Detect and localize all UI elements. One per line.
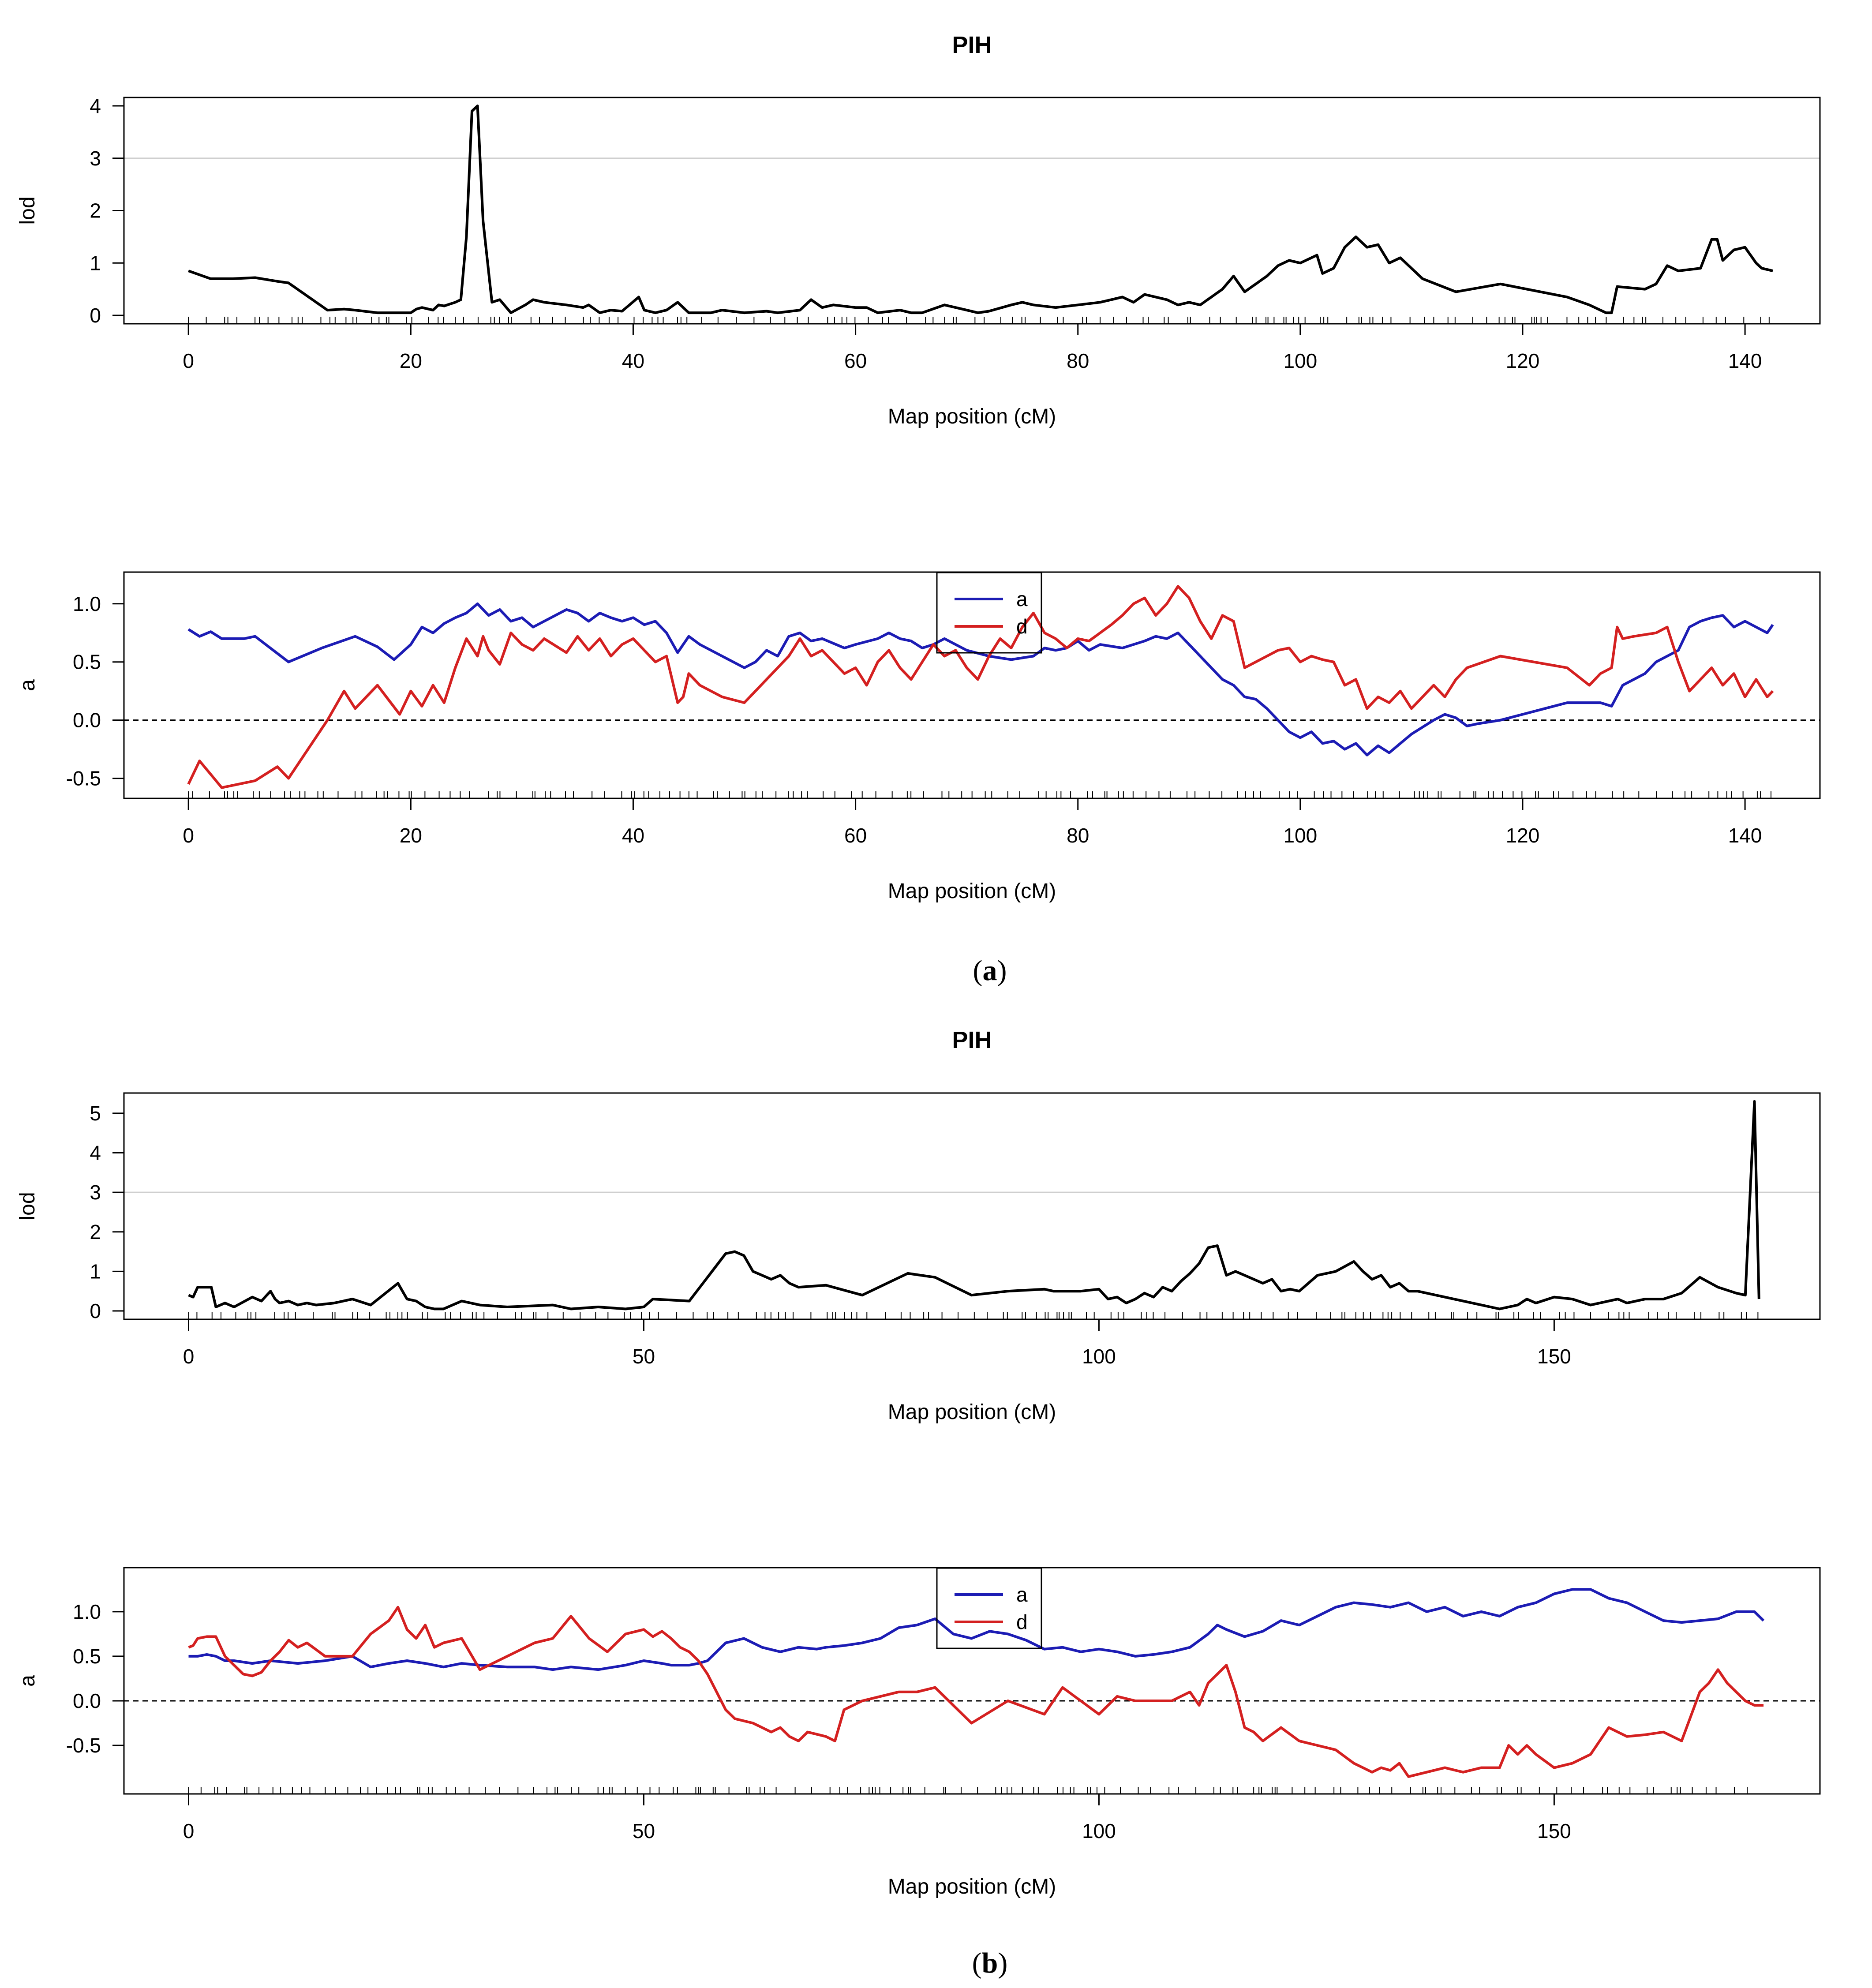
y-axis-label: a — [16, 679, 39, 691]
y-axis-label: a — [16, 1675, 39, 1687]
y-tick-label: 3 — [90, 1181, 101, 1204]
x-tick-label: 50 — [633, 1820, 655, 1842]
legend-box — [936, 572, 1042, 654]
y-tick-label: 1.0 — [73, 592, 101, 615]
legend-label-a: a — [1016, 588, 1028, 610]
x-tick-label: 100 — [1082, 1345, 1116, 1368]
legend: ad — [936, 1567, 1042, 1649]
y-axis-label: lod — [16, 1192, 39, 1220]
x-tick-label: 80 — [1067, 824, 1089, 847]
x-tick-label: 0 — [183, 824, 194, 847]
chart-a-effects: 0 20 40 60 80 100 120 140 -0.5 0.0 0.5 1.0 Map posit… — [16, 571, 1821, 903]
y-tick-label: 1.0 — [73, 1600, 101, 1623]
series-line-a — [187, 602, 1774, 756]
chart-b-lod: PIH 0 50 100 150 0 1 2 3 4 5 Map position (cM) lod — [16, 1027, 1821, 1424]
x-tick-label: 20 — [400, 349, 422, 372]
series-line-d — [188, 1606, 1764, 1778]
y-tick-label: 0 — [90, 1299, 101, 1322]
panel-a-label: (a) — [973, 955, 1007, 987]
x-tick-label: 120 — [1506, 824, 1540, 847]
legend-label-d: d — [1016, 615, 1028, 638]
x-axis-label: Map position (cM) — [888, 880, 1056, 903]
series-line-lod — [188, 1100, 1760, 1310]
y-tick-label: -0.5 — [66, 767, 101, 790]
x-tick-label: 80 — [1067, 349, 1089, 372]
chart-b-effects: 0 50 100 150 -0.5 0.0 0.5 1.0 Map position (cM) a… — [16, 1567, 1821, 1898]
x-tick-label: 20 — [400, 824, 422, 847]
x-axis-label: Map position (cM) — [888, 1875, 1056, 1898]
x-tick-label: 100 — [1082, 1820, 1116, 1842]
y-axis-label: lod — [16, 196, 39, 225]
x-tick-label: 60 — [844, 824, 867, 847]
y-tick-label: -0.5 — [66, 1734, 101, 1757]
x-tick-label: 60 — [844, 349, 867, 372]
series-line-d — [187, 585, 1774, 789]
y-tick-label: 5 — [90, 1102, 101, 1125]
y-tick-label: 1 — [90, 251, 101, 274]
y-tick-label: 4 — [90, 1142, 101, 1164]
legend-label-a: a — [1016, 1583, 1028, 1606]
series-line-a — [188, 1588, 1765, 1671]
x-tick-label: 140 — [1728, 349, 1762, 372]
panel-b-label: (b) — [972, 1947, 1008, 1979]
x-tick-label: 0 — [183, 1345, 195, 1368]
x-tick-label: 40 — [622, 824, 644, 847]
x-tick-label: 40 — [622, 349, 644, 372]
x-tick-label: 140 — [1728, 824, 1762, 847]
x-axis-label: Map position (cM) — [888, 405, 1056, 428]
y-tick-label: 0.5 — [73, 651, 101, 674]
x-axis-label: Map position (cM) — [888, 1400, 1056, 1424]
y-tick-label: 2 — [90, 199, 101, 222]
x-tick-label: 0 — [183, 1820, 195, 1842]
legend-box — [936, 1567, 1042, 1649]
series-line-lod — [188, 105, 1773, 314]
chart-a-lod: PIH 0 20 40 60 80 100 120 140 0 1 2 3 4 Map position (… — [16, 32, 1821, 428]
y-tick-label: 2 — [90, 1221, 101, 1243]
y-tick-label: 0 — [90, 304, 101, 327]
y-tick-label: 4 — [90, 94, 101, 117]
plot-frame — [123, 1092, 1821, 1320]
x-tick-label: 120 — [1506, 349, 1540, 372]
x-tick-label: 100 — [1283, 824, 1317, 847]
legend-label-d: d — [1016, 1610, 1028, 1633]
y-tick-label: 0.5 — [73, 1645, 101, 1668]
chart-title: PIH — [952, 1027, 992, 1053]
y-tick-label: 0.0 — [73, 709, 101, 732]
x-tick-label: 0 — [183, 349, 194, 372]
y-tick-label: 3 — [90, 147, 101, 170]
x-tick-label: 150 — [1537, 1345, 1571, 1368]
y-tick-label: 1 — [90, 1260, 101, 1283]
y-tick-label: 0.0 — [73, 1689, 101, 1712]
x-tick-label: 150 — [1537, 1820, 1571, 1842]
x-tick-label: 50 — [633, 1345, 655, 1368]
chart-title: PIH — [952, 32, 992, 58]
legend: ad — [936, 572, 1042, 654]
x-tick-label: 100 — [1283, 349, 1317, 372]
